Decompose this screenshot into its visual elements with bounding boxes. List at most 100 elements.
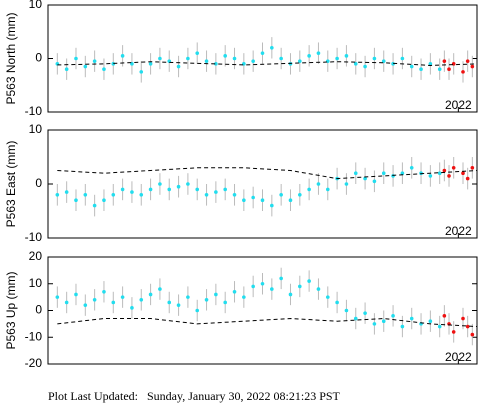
data-point [409, 166, 414, 170]
data-point [307, 54, 311, 58]
data-point [260, 51, 265, 55]
data-point [316, 287, 321, 291]
data-point [428, 319, 433, 324]
data-point [447, 174, 451, 178]
x-tick-label: 2022 [445, 224, 472, 238]
data-point [470, 64, 475, 69]
data-point [158, 287, 162, 291]
data-point [288, 292, 293, 297]
data-point [353, 171, 358, 175]
data-point [409, 64, 414, 69]
data-point [214, 190, 218, 194]
data-point [148, 292, 153, 297]
data-point [74, 56, 78, 61]
y-tick-label: -20 [25, 356, 43, 370]
data-point [176, 184, 181, 189]
data-point [232, 193, 237, 197]
model-line [57, 61, 478, 66]
data-point [381, 171, 386, 175]
data-point [92, 59, 97, 63]
data-point [461, 70, 465, 74]
y-tick-label: 10 [29, 276, 43, 290]
data-point [260, 281, 265, 286]
data-point [92, 203, 97, 208]
data-point [325, 295, 330, 299]
model-line [57, 167, 478, 180]
y-axis-label: P563 Up (mm) [4, 271, 18, 349]
data-point [74, 198, 78, 202]
data-point [204, 59, 209, 63]
data-point [232, 56, 237, 61]
data-point [363, 311, 367, 315]
data-point [251, 195, 255, 200]
data-point [148, 62, 153, 66]
y-axis-label: P563 North (mm) [4, 12, 18, 104]
data-point [242, 198, 246, 202]
data-point [83, 303, 88, 307]
y-tick-label: -10 [25, 329, 43, 343]
data-point [139, 298, 144, 302]
data-point [64, 300, 69, 305]
data-point [83, 193, 88, 197]
data-point [102, 67, 106, 71]
data-point [270, 203, 274, 208]
data-point [64, 67, 69, 71]
data-point [83, 64, 88, 69]
data-point [437, 67, 442, 71]
data-point [400, 171, 405, 175]
data-point [176, 64, 181, 69]
data-point [400, 56, 405, 61]
y-tick-label: 10 [29, 122, 43, 136]
data-point [409, 316, 414, 321]
data-point [372, 56, 377, 61]
data-point [279, 56, 283, 61]
data-point [195, 187, 200, 192]
data-point [158, 56, 162, 61]
data-point [223, 54, 227, 58]
data-point [470, 332, 475, 337]
data-point [120, 295, 125, 299]
y-tick-label: 10 [29, 0, 43, 11]
data-point [111, 300, 116, 305]
data-point [307, 187, 311, 192]
data-point [186, 182, 190, 186]
y-tick-label: -10 [25, 104, 43, 118]
data-point [381, 59, 386, 63]
data-point [55, 295, 60, 299]
data-point [242, 295, 246, 299]
data-point [428, 174, 433, 178]
data-point [465, 59, 470, 63]
data-point [419, 67, 423, 71]
data-point [223, 300, 227, 305]
data-point [214, 292, 218, 297]
data-point [204, 298, 209, 302]
data-point [381, 319, 386, 324]
data-point [251, 284, 255, 289]
data-point [442, 59, 447, 63]
footer: Plot Last Updated: Sunday, January 30, 2… [48, 389, 341, 403]
y-tick-label: 0 [35, 303, 42, 317]
data-point [120, 187, 125, 192]
data-point [447, 67, 451, 71]
data-point [55, 193, 60, 197]
data-point [195, 51, 200, 55]
data-point [442, 168, 447, 173]
data-point [214, 62, 218, 66]
data-point [307, 279, 311, 283]
data-point [158, 182, 162, 186]
data-point [130, 190, 134, 194]
data-point [353, 316, 358, 321]
data-point [195, 308, 200, 313]
data-point [428, 62, 433, 66]
data-point [372, 322, 377, 326]
data-point [451, 166, 456, 170]
y-tick-label: -10 [25, 230, 43, 244]
model-line [57, 318, 478, 328]
data-point [186, 56, 190, 61]
data-point [391, 314, 395, 318]
y-axis-label: P563 East (mm) [4, 141, 18, 228]
data-point [470, 166, 475, 170]
data-point [204, 193, 209, 197]
data-point [335, 56, 339, 61]
data-point [223, 187, 227, 192]
